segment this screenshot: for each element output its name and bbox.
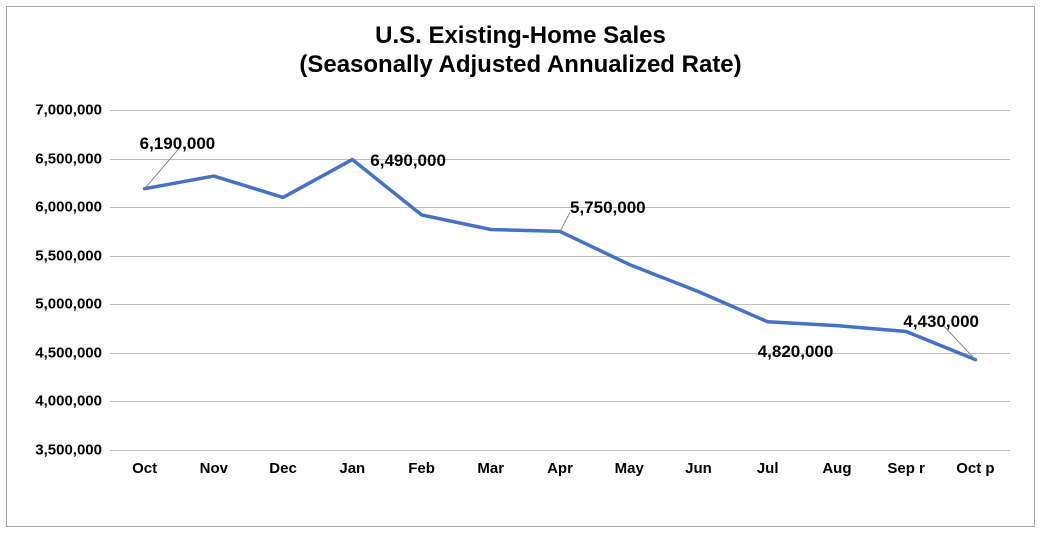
data-label: 4,430,000 (903, 312, 979, 332)
y-tick-label: 6,000,000 (35, 199, 110, 216)
x-tick-label: Jun (685, 450, 712, 477)
x-tick-label: Oct (132, 450, 157, 477)
x-tick-label: Jan (339, 450, 365, 477)
x-tick-label: Mar (477, 450, 504, 477)
y-tick-label: 4,500,000 (35, 344, 110, 361)
x-tick-label: Feb (408, 450, 435, 477)
chart-title-line2: (Seasonally Adjusted Annualized Rate) (0, 51, 1041, 80)
series-line (145, 160, 976, 360)
y-tick-label: 6,500,000 (35, 150, 110, 167)
x-tick-label: Jul (757, 450, 779, 477)
chart-title: U.S. Existing-Home Sales (Seasonally Adj… (0, 22, 1041, 80)
data-label: 6,190,000 (140, 134, 216, 154)
plot-area: 3,500,0004,000,0004,500,0005,000,0005,50… (110, 110, 1010, 450)
x-tick-label: Nov (200, 450, 228, 477)
chart-container: U.S. Existing-Home Sales (Seasonally Adj… (0, 0, 1041, 533)
y-tick-label: 7,000,000 (35, 102, 110, 119)
data-label: 6,490,000 (370, 151, 446, 171)
x-tick-label: Aug (822, 450, 851, 477)
y-tick-label: 4,000,000 (35, 393, 110, 410)
y-tick-label: 5,500,000 (35, 247, 110, 264)
chart-title-line1: U.S. Existing-Home Sales (0, 22, 1041, 51)
y-tick-label: 5,000,000 (35, 296, 110, 313)
data-label: 5,750,000 (570, 198, 646, 218)
x-tick-label: Dec (269, 450, 297, 477)
y-tick-label: 3,500,000 (35, 442, 110, 459)
x-tick-label: Oct p (956, 450, 994, 477)
x-tick-label: May (615, 450, 644, 477)
data-label: 4,820,000 (758, 342, 834, 362)
x-tick-label: Apr (547, 450, 573, 477)
x-tick-label: Sep r (887, 450, 925, 477)
leader-line (560, 212, 570, 231)
chart-svg (110, 110, 1010, 450)
